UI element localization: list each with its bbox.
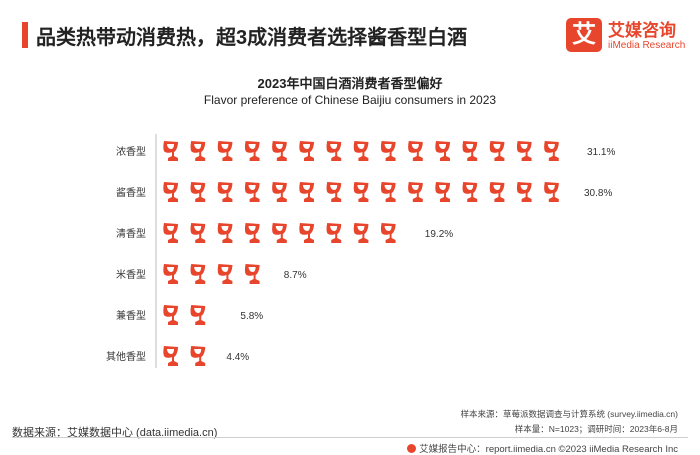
wine-glass-icon bbox=[244, 223, 260, 243]
wine-glass-icon bbox=[272, 141, 287, 161]
wine-glass-icon bbox=[163, 305, 178, 325]
footer-divider bbox=[12, 437, 688, 438]
wine-glass-icon bbox=[435, 182, 450, 202]
wine-glass-icon bbox=[299, 141, 314, 161]
category-label: 其他香型 bbox=[106, 350, 146, 363]
wine-glass-icon bbox=[299, 223, 314, 243]
wine-glass-icon bbox=[190, 346, 206, 366]
page-headline: 品类热带动消费热，超3成消费者选择酱香型白酒 bbox=[36, 27, 468, 49]
wine-glass-icon bbox=[326, 141, 342, 161]
wine-glass-icon bbox=[353, 182, 369, 202]
value-label: 4.4% bbox=[226, 352, 249, 363]
chart-row: 米香型 8.7% bbox=[116, 264, 307, 284]
wine-glass-icon bbox=[217, 182, 233, 202]
wine-glass-icon bbox=[516, 182, 532, 202]
wine-glass-icon bbox=[380, 141, 396, 161]
category-label: 清香型 bbox=[116, 227, 146, 240]
value-label: 30.8% bbox=[584, 188, 612, 199]
value-label: 8.7% bbox=[284, 270, 307, 281]
copyright: 艾媒报告中心：report.iimedia.cn ©2023 iiMedia R… bbox=[407, 441, 678, 455]
logo-subtitle: iiMedia Research bbox=[608, 40, 686, 51]
sample-source-note: 样本来源：草莓派数据调查与计算系统 (survey.iimedia.cn) bbox=[460, 409, 678, 419]
brand-logo: 艾 艾媒咨询 iiMedia Research bbox=[566, 16, 696, 56]
wine-glass-icon bbox=[462, 182, 478, 202]
chart-title: 2023年中国白酒消费者香型偏好 bbox=[257, 76, 443, 91]
wine-glass-icon bbox=[217, 141, 233, 161]
wine-glass-icon bbox=[163, 141, 178, 161]
wine-glass-icon bbox=[326, 223, 342, 243]
wine-glass-icon-partial bbox=[408, 223, 419, 243]
wine-glass-icon bbox=[163, 346, 178, 366]
value-label: 31.1% bbox=[587, 147, 615, 158]
wine-glass-icon bbox=[544, 141, 559, 161]
wine-glass-icon bbox=[353, 223, 369, 243]
category-label: 酱香型 bbox=[116, 186, 146, 199]
wine-glass-icon bbox=[408, 182, 423, 202]
wine-glass-icon bbox=[190, 305, 206, 325]
chart-row: 清香型 19.2% bbox=[116, 223, 453, 243]
wine-glass-icon bbox=[190, 141, 206, 161]
wine-glass-icon bbox=[190, 264, 206, 284]
value-label: 19.2% bbox=[425, 229, 453, 240]
logo-name: 艾媒咨询 bbox=[608, 21, 676, 40]
chart-row: 酱香型 30.8% bbox=[116, 182, 612, 202]
wine-glass-icon bbox=[380, 182, 396, 202]
wine-glass-icon bbox=[272, 182, 287, 202]
wine-glass-icon bbox=[190, 182, 206, 202]
wine-glass-icon bbox=[244, 141, 260, 161]
wine-glass-icon bbox=[272, 223, 287, 243]
value-label: 5.8% bbox=[240, 311, 263, 322]
data-source: 数据来源：艾媒数据中心 (data.iimedia.cn) bbox=[12, 427, 218, 439]
wine-glass-icon bbox=[244, 264, 260, 284]
wine-glass-icon-partial bbox=[217, 305, 233, 325]
wine-glass-icon bbox=[163, 182, 178, 202]
wine-glass-icon bbox=[489, 182, 505, 202]
wine-glass-icon bbox=[163, 264, 178, 284]
category-label: 米香型 bbox=[116, 268, 146, 281]
wine-glass-icon bbox=[408, 141, 423, 161]
wine-glass-icon bbox=[217, 223, 233, 243]
chart-row: 浓香型 31.1% bbox=[116, 141, 615, 161]
chart-row: 其他香型 4.4% bbox=[106, 346, 249, 366]
wine-glass-icon bbox=[326, 182, 342, 202]
wine-glass-icon bbox=[244, 182, 260, 202]
wine-glass-icon bbox=[353, 141, 369, 161]
wine-glass-icon bbox=[489, 141, 505, 161]
chart-row: 兼香型 5.8% bbox=[116, 305, 263, 325]
wine-glass-icon-partial bbox=[571, 141, 581, 161]
sample-info-note: 样本量：N=1023；调研时间：2023年6-8月 bbox=[514, 424, 678, 434]
wine-glass-icon bbox=[217, 264, 233, 284]
wine-glass-icon bbox=[163, 223, 178, 243]
wine-glass-icon bbox=[516, 141, 532, 161]
wine-glass-icon bbox=[435, 141, 450, 161]
wine-glass-icon bbox=[299, 182, 314, 202]
wine-glass-icon bbox=[380, 223, 396, 243]
copyright-text: 艾媒报告中心：report.iimedia.cn ©2023 iiMedia R… bbox=[419, 444, 678, 455]
chart-subtitle: Flavor preference of Chinese Baijiu cons… bbox=[203, 93, 497, 107]
category-label: 浓香型 bbox=[116, 145, 146, 158]
bulb-icon bbox=[407, 444, 417, 453]
category-label: 兼香型 bbox=[116, 309, 146, 322]
wine-glass-icon bbox=[190, 223, 206, 243]
wine-glass-icon bbox=[544, 182, 559, 202]
wine-glass-icon bbox=[462, 141, 478, 161]
logo-mark: 艾 bbox=[566, 18, 602, 52]
header-accent-bar bbox=[22, 22, 28, 48]
